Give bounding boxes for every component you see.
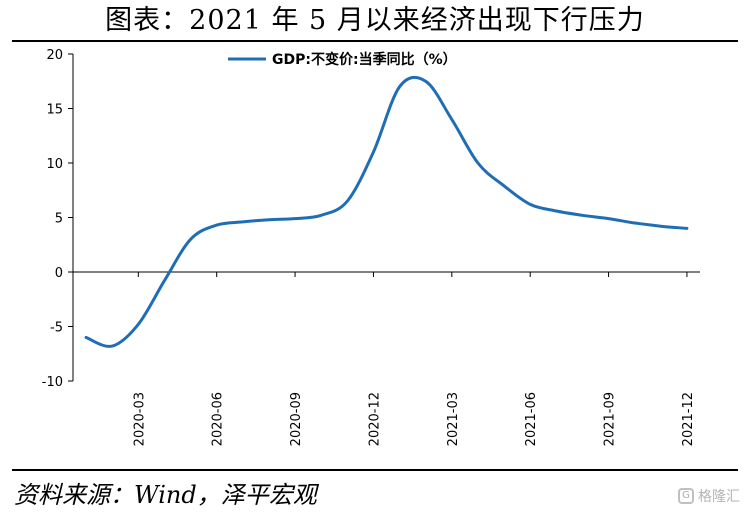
x-tick-label: 2020-06 [211, 392, 226, 446]
y-tick-label: -10 [42, 375, 63, 390]
x-tick-label: 2020-12 [367, 392, 382, 446]
x-tick-label: 2020-03 [132, 392, 147, 446]
x-tick-label: 2021-12 [681, 392, 696, 446]
x-tick-label: 2021-09 [603, 392, 618, 446]
x-tick-label: 2020-09 [289, 392, 304, 446]
y-tick-label: -5 [50, 321, 63, 336]
watermark-text: 格隆汇 [698, 489, 740, 505]
x-tick-label: 2021-03 [446, 392, 461, 446]
y-tick-label: 15 [46, 103, 63, 118]
chart-title: 图表：2021 年 5 月以来经济出现下行压力 [105, 5, 645, 36]
bottom-rule [12, 469, 738, 471]
series-line-gdp [84, 75, 689, 348]
x-axis-ticks: 2020-03 2020-06 2020-09 2020-12 2021-03 2021-… [132, 272, 696, 446]
y-tick-label: 20 [46, 48, 63, 63]
legend-label: GDP:不变价:当季同比（%） [272, 51, 457, 68]
legend: GDP:不变价:当季同比（%） [228, 51, 457, 68]
top-rule [12, 40, 738, 42]
watermark: G 格隆汇 [678, 486, 740, 506]
y-tick-label: 10 [46, 157, 63, 172]
g-logo-icon: G [678, 488, 694, 504]
y-tick-label: 5 [55, 212, 63, 227]
source-note: 资料来源：Wind，泽平宏观 [14, 481, 317, 509]
x-tick-label: 2021-06 [524, 392, 539, 446]
y-tick-label: 0 [55, 266, 63, 281]
y-axis-ticks: -10 -5 0 5 10 15 20 [42, 48, 73, 390]
